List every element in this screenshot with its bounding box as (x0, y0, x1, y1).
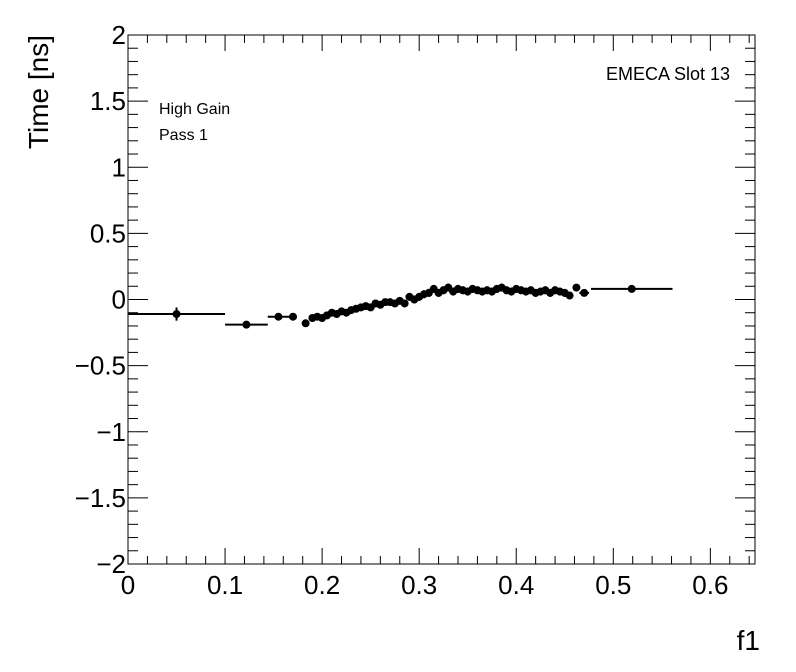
x-axis-title: f1 (737, 625, 760, 656)
y-tick-label: 1 (112, 152, 126, 182)
point-marker (301, 319, 310, 328)
data-point (301, 319, 310, 328)
data-point (267, 312, 290, 321)
x-tick-label: 0.6 (692, 570, 728, 600)
point-marker (289, 312, 297, 321)
point-marker (627, 284, 636, 293)
data-point (565, 291, 574, 300)
y-tick-label: 0.5 (90, 218, 126, 248)
x-tick-label: 0.2 (304, 570, 340, 600)
x-tick-label: 0.4 (498, 570, 534, 600)
axis-ticks (127, 34, 755, 565)
y-tick-label: −2 (96, 549, 126, 579)
point-marker (242, 320, 251, 329)
data-point (454, 284, 462, 293)
data-point (551, 286, 560, 295)
data-point (128, 307, 226, 321)
axis-tick-labels: 0 0.1 0.2 0.3 0.4 0.5 0.6 −2 −1.5 −1 −0.5 0 0.5 1 1.5 2 (75, 20, 729, 600)
data-point (579, 288, 590, 297)
point-marker (565, 291, 574, 300)
data-point (289, 312, 297, 321)
x-tick-label: 0.3 (401, 570, 437, 600)
pass-annotation: Pass 1 (159, 127, 208, 144)
y-tick-label: 2 (112, 20, 126, 50)
point-marker (572, 283, 581, 292)
y-axis-title: Time [ns] (23, 35, 54, 149)
x-tick-label: 0 (121, 570, 135, 600)
data-point (400, 299, 409, 308)
data-marks (128, 283, 673, 329)
data-point (572, 283, 581, 292)
point-marker (400, 299, 409, 308)
data-point (590, 284, 673, 293)
y-tick-label: −1 (96, 417, 126, 447)
slot-annotation: EMECA Slot 13 (606, 64, 730, 84)
y-tick-label: −1.5 (75, 483, 126, 513)
point-marker (172, 310, 181, 319)
point-marker (274, 312, 283, 321)
x-tick-label: 0.1 (207, 570, 243, 600)
y-tick-label: 0 (112, 285, 126, 315)
gain-annotation: High Gain (159, 101, 230, 118)
y-tick-label: 1.5 (90, 86, 126, 116)
data-point (395, 296, 404, 305)
x-tick-label: 0.5 (595, 570, 631, 600)
data-point (225, 320, 268, 329)
y-tick-label: −0.5 (75, 351, 126, 381)
point-marker (580, 288, 589, 297)
